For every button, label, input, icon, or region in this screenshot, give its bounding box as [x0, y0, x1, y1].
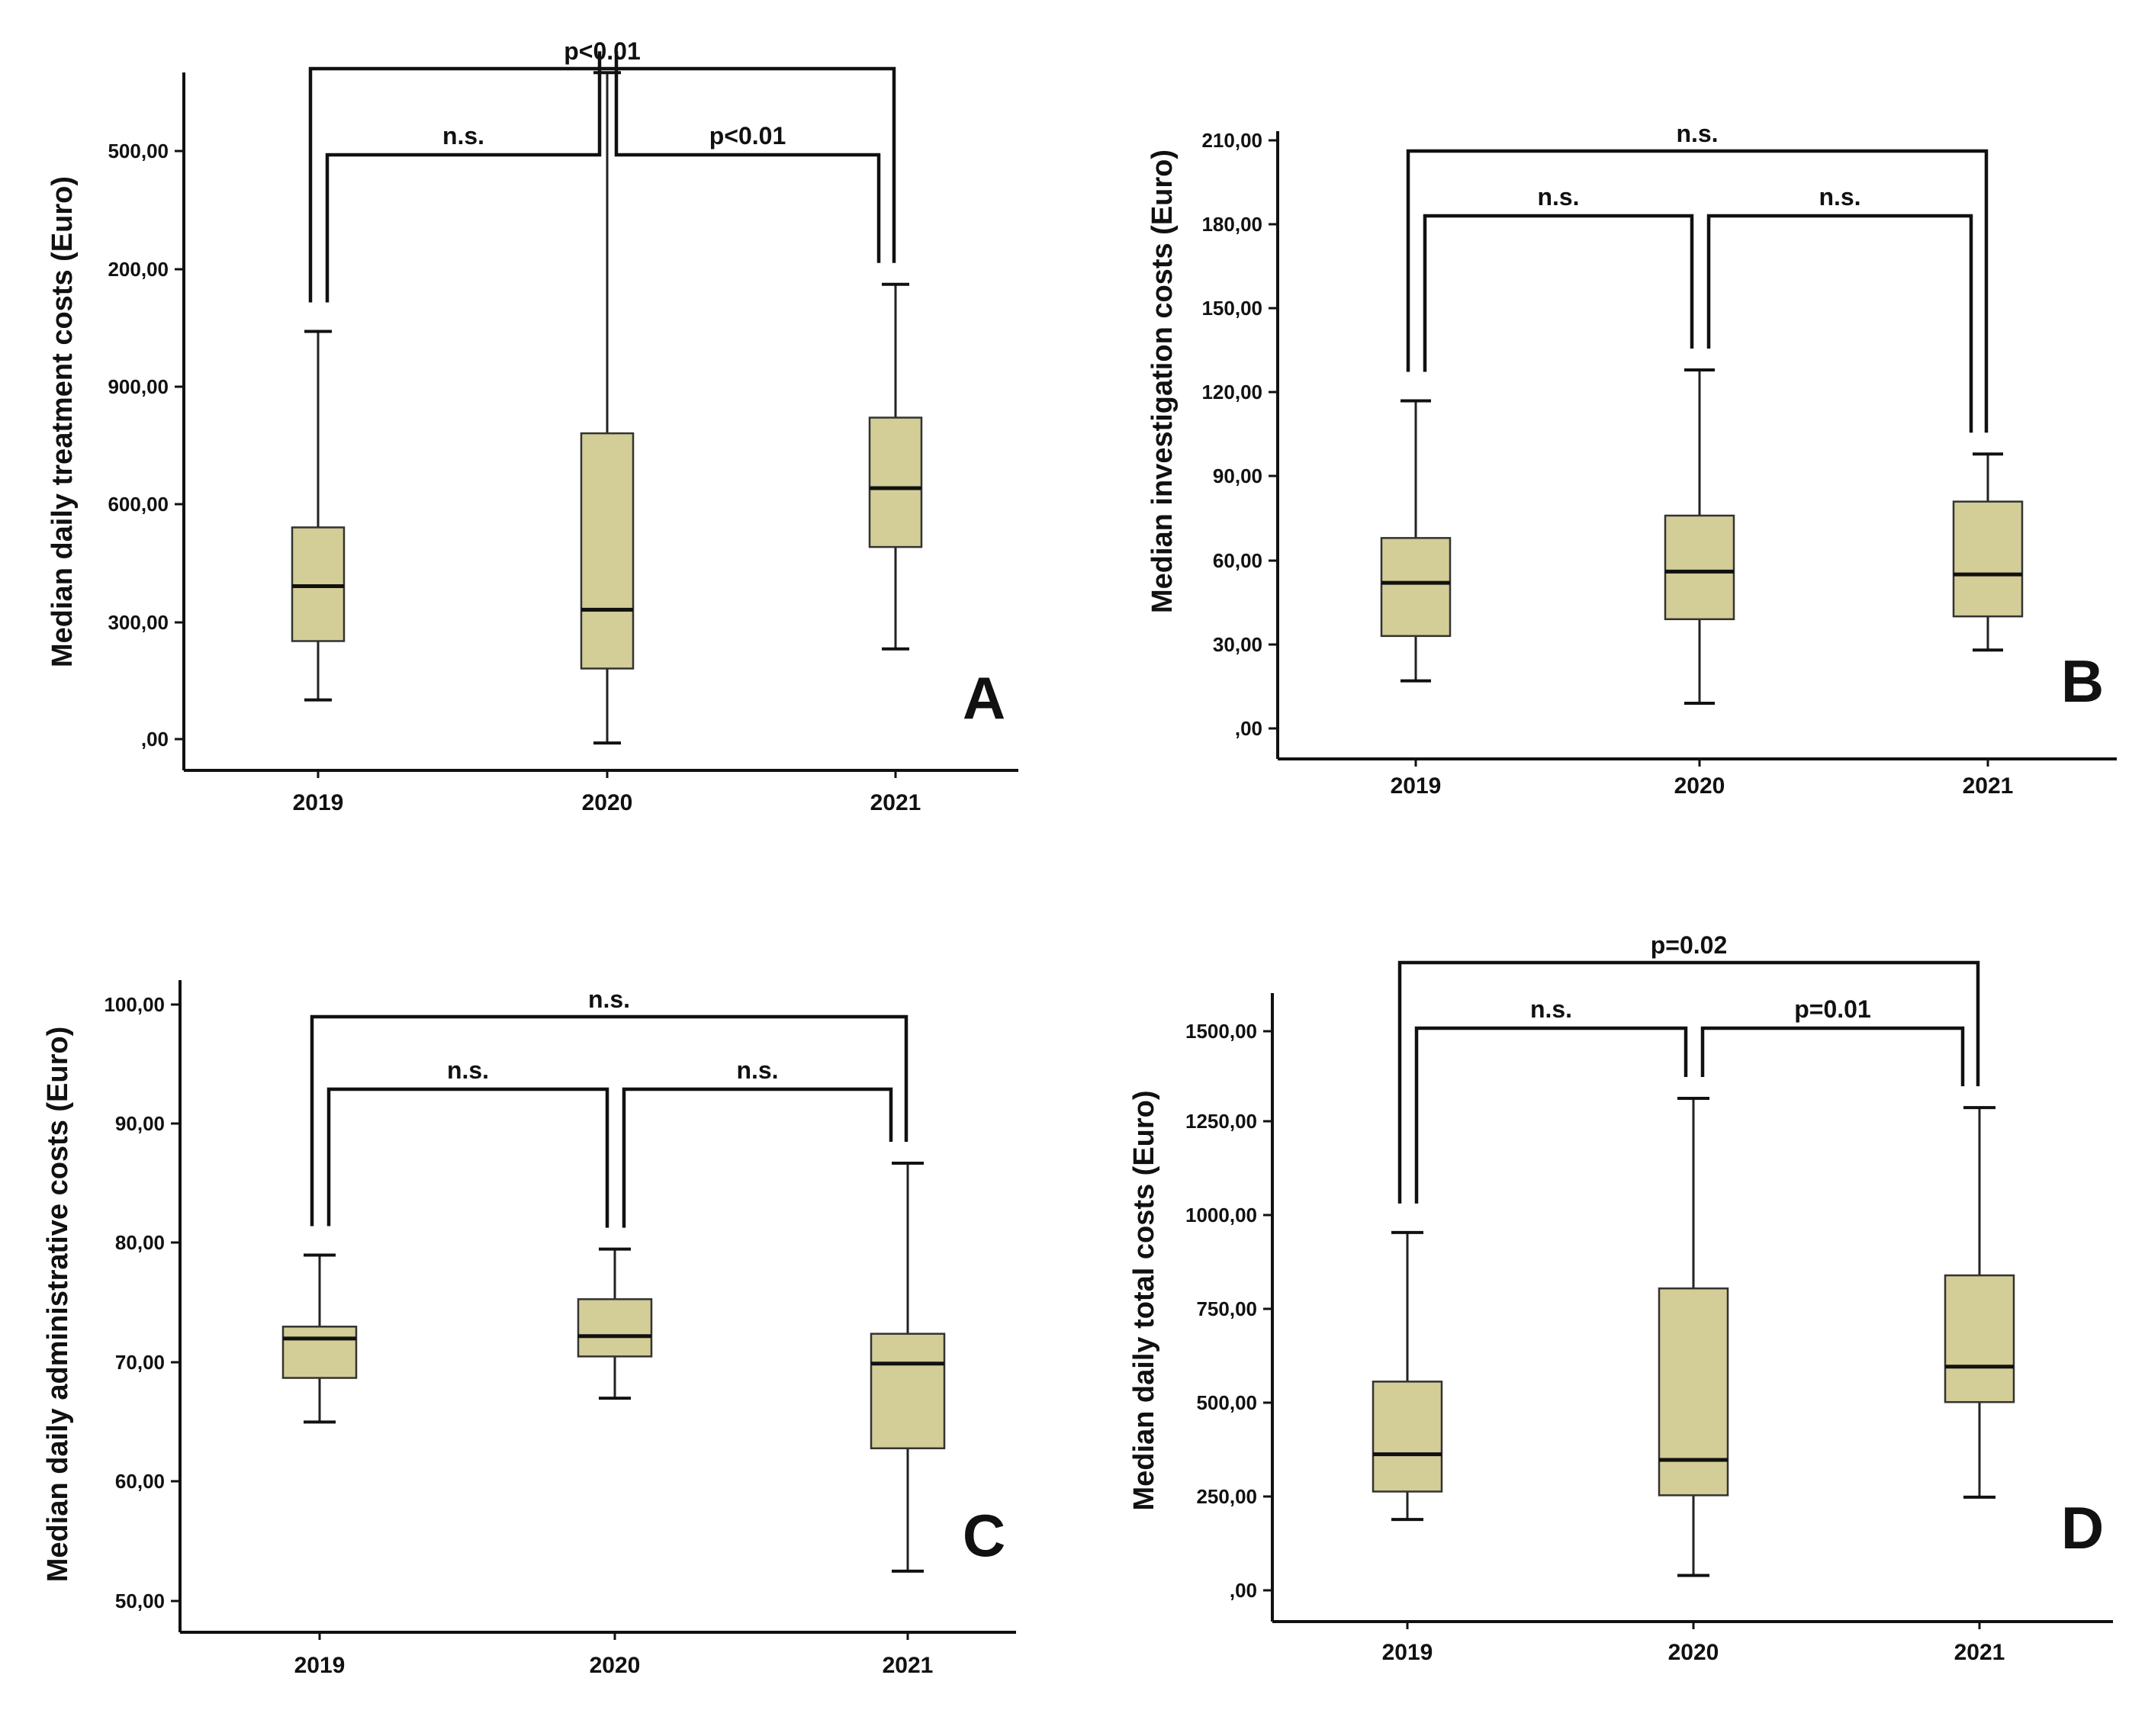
y-tick-label: 500,00 — [1196, 1391, 1257, 1414]
panel-b: ,00 30,00 60,00 90,00 120,00 150,00 180,00 210,… — [1146, 120, 2117, 799]
significance-label: n.s. — [736, 1056, 778, 1084]
y-tick-label: 60,00 — [1213, 549, 1262, 572]
x-tick-label: 2019 — [1391, 773, 1442, 799]
x-tick-label: 2021 — [1963, 773, 2014, 799]
bracket-2020-2021 — [614, 51, 881, 263]
significance-label: n.s. — [1676, 120, 1718, 147]
panel-letter: B — [2061, 648, 2104, 715]
y-tick-label: 100,00 — [104, 993, 165, 1016]
y-tick-label: 80,00 — [115, 1231, 165, 1254]
y-tick-label: 150,00 — [1201, 297, 1262, 320]
box-iqr — [1380, 537, 1452, 638]
y-tick-label: 750,00 — [1196, 1297, 1257, 1320]
box-iqr — [1664, 514, 1735, 621]
box-iqr — [291, 526, 346, 642]
significance-label: n.s. — [1530, 995, 1572, 1023]
x-tick-label: 2020 — [582, 790, 633, 815]
box-iqr — [1372, 1381, 1443, 1493]
y-tick-label: ,00 — [141, 728, 169, 751]
panel-c: 50,00 60,00 70,00 80,00 90,00 100,00 2019 2020 2… — [42, 980, 1016, 1678]
bracket-2020-2021 — [1706, 214, 1973, 433]
x-tick-label: 2021 — [870, 790, 921, 815]
bracket-2020-2021 — [622, 1087, 893, 1228]
y-tick-label: 30,00 — [1213, 633, 1262, 656]
y-tick-label: 90,00 — [1213, 465, 1262, 487]
significance-label: p<0.01 — [709, 122, 786, 149]
bracket-2019-2020 — [1423, 214, 1694, 372]
significance-label: n.s. — [447, 1056, 489, 1084]
y-tick-label: 900,00 — [108, 375, 169, 398]
bracket-2020-2021 — [1700, 1026, 1965, 1087]
y-tick-label: 1000,00 — [1185, 1204, 1257, 1226]
significance-label: p=0.01 — [1794, 995, 1871, 1023]
significance-label: n.s. — [1819, 183, 1860, 211]
x-tick-label: 2020 — [1668, 1640, 1719, 1665]
y-axis-label: Median daily total costs (Euro) — [1128, 1090, 1160, 1510]
bracket-2019-2021 — [1397, 960, 1980, 1204]
panel-a: ,00 300,00 600,00 900,00 200,00 500,00 2019 202… — [47, 37, 1018, 815]
x-tick-label: 2021 — [1954, 1640, 2005, 1665]
y-tick-label: ,00 — [1230, 1579, 1257, 1602]
x-tick-label: 2019 — [294, 1653, 346, 1678]
panel-d: ,00 250,00 500,00 750,00 1000,00 1250,00 1500,… — [1128, 931, 2113, 1665]
significance-label: p<0.01 — [564, 37, 641, 65]
y-tick-label: 1250,00 — [1185, 1110, 1257, 1133]
y-tick-label: 50,00 — [115, 1590, 165, 1612]
panel-letter: D — [2061, 1494, 2104, 1561]
box-iqr — [580, 432, 635, 670]
y-tick-label: 60,00 — [115, 1470, 165, 1493]
bracket-2019-2021 — [1406, 149, 1989, 433]
box-iqr — [1944, 1274, 2015, 1403]
box-iqr — [281, 1326, 358, 1379]
x-tick-label: 2019 — [1382, 1640, 1433, 1665]
bracket-2019-2020 — [1414, 1026, 1688, 1204]
box-iqr — [1952, 500, 2024, 618]
panel-letter: C — [963, 1502, 1005, 1569]
x-tick-label: 2021 — [883, 1653, 934, 1678]
y-axis-label: Median daily administrative costs (Euro) — [42, 1027, 74, 1583]
bracket-2019-2020 — [326, 1087, 609, 1228]
y-tick-label: 300,00 — [108, 611, 169, 634]
box-iqr — [868, 416, 923, 548]
y-tick-label: 1500,00 — [1185, 1020, 1257, 1043]
y-tick-label: ,00 — [1235, 717, 1262, 740]
bracket-2019-2021 — [310, 1014, 908, 1226]
bracket-2019-2020 — [325, 51, 602, 303]
y-tick-label: 250,00 — [1196, 1485, 1257, 1508]
y-tick-label: 200,00 — [108, 258, 169, 281]
significance-label: n.s. — [588, 985, 630, 1013]
bracket-2019-2021 — [308, 66, 896, 303]
y-tick-label: 500,00 — [108, 140, 169, 162]
x-tick-label: 2020 — [1674, 773, 1725, 799]
significance-label: n.s. — [442, 122, 484, 149]
y-tick-label: 180,00 — [1201, 213, 1262, 236]
y-axis-label: Median investigation costs (Euro) — [1146, 149, 1179, 613]
y-axis-label: Median daily treatment costs (Euro) — [47, 176, 79, 667]
y-tick-label: 120,00 — [1201, 381, 1262, 403]
box-iqr — [1658, 1287, 1729, 1496]
box-iqr — [870, 1333, 946, 1450]
y-tick-label: 90,00 — [115, 1112, 165, 1135]
significance-label: n.s. — [1537, 183, 1579, 211]
y-tick-label: 600,00 — [108, 493, 169, 516]
x-tick-label: 2019 — [293, 790, 344, 815]
y-tick-label: 210,00 — [1201, 129, 1262, 152]
y-tick-label: 70,00 — [115, 1351, 165, 1374]
x-tick-label: 2020 — [590, 1653, 641, 1678]
box-iqr — [577, 1298, 653, 1358]
panel-letter: A — [963, 664, 1005, 731]
significance-label: p=0.02 — [1651, 931, 1728, 959]
